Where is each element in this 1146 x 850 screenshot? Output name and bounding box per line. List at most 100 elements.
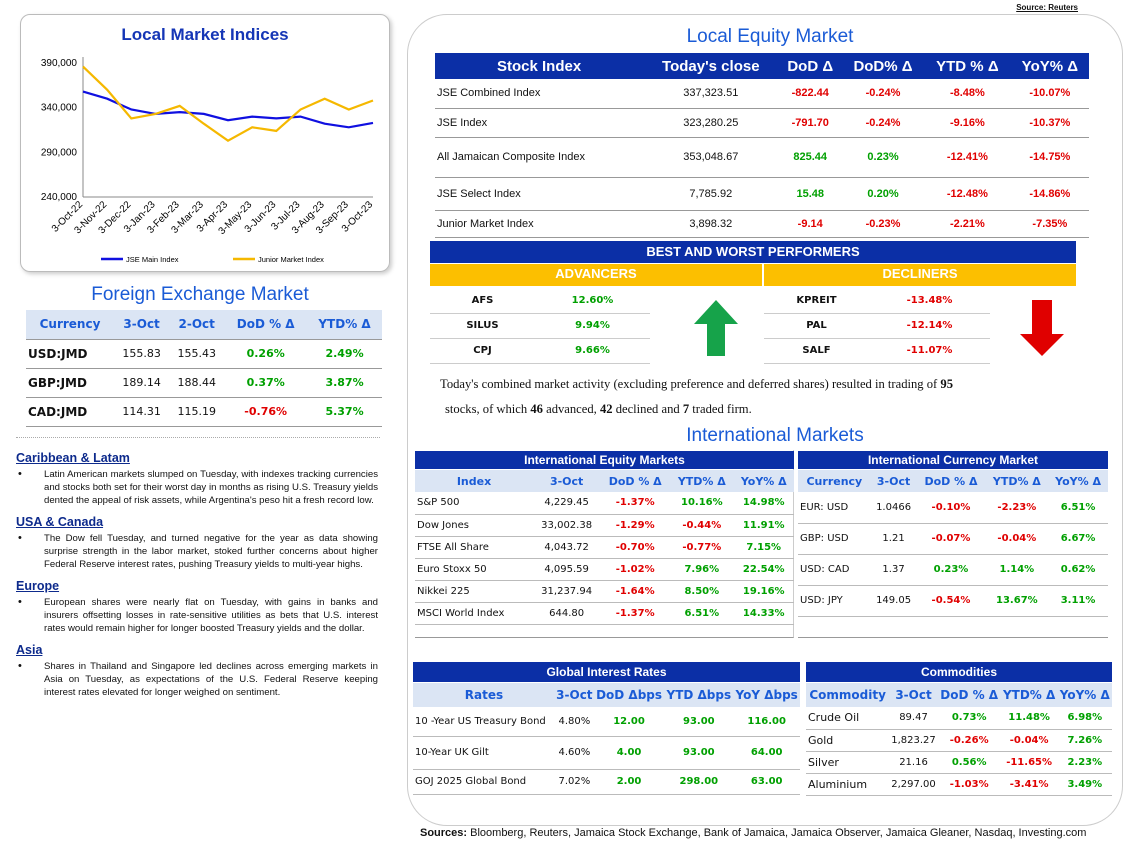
cell: USD: CAD [798,554,871,586]
cell: 19.16% [733,580,794,603]
cell: CAD:JMD [26,397,115,427]
cell: Junior Market Index [435,210,644,238]
intl-currency-panel [798,450,1108,638]
cell: 14.98% [733,492,794,515]
cell: 1.0466 [870,492,917,524]
cell: 2.49% [307,339,382,369]
cell: -0.77% [670,536,734,559]
up-arrow-icon [694,300,738,356]
series-line-1 [82,65,374,142]
column-header: YTD% Δ [985,470,1049,492]
cell: 2.23% [1057,751,1112,774]
cell: 3.11% [1048,585,1108,617]
cell: 644.80 [533,602,601,625]
cell: 7.15% [733,536,794,559]
column-header: DoD % Δ [916,470,986,492]
column-header: Currency [798,470,871,492]
column-header: 3-Oct [533,470,601,492]
list-item: SILUS 9.94% [430,313,650,339]
cell: PAL [764,313,869,339]
cell: -11.07% [869,338,990,364]
column-header: YTD Δbps [664,683,734,707]
cell: 114.31 [114,397,170,427]
cell: 21.16 [889,751,938,774]
cell: All Jamaican Composite Index [435,137,644,178]
cell: 5.37% [307,397,382,427]
equity-table: Stock Index Today's close DoD Δ DoD% Δ YTD %… [435,53,1089,238]
cell: 155.83 [114,339,170,369]
cell: -1.29% [600,514,671,537]
cell: Silver [806,751,890,774]
news-section: Caribbean & Latam Latin American markets … [16,452,378,708]
advancers-header: ADVANCERS [430,264,762,286]
cell: -822.44 [778,79,842,109]
column-header: YoY% Δ [733,470,794,492]
cell: 8.50% [670,580,734,603]
cell: 0.26% [224,339,308,369]
cell: Crude Oil [806,707,890,730]
cell: -13.48% [869,288,990,314]
cell: -1.64% [600,580,671,603]
sources-footer: Sources: Bloomberg, Reuters, Jamaica Sto… [420,827,1087,839]
rates-table: Rates 3-Oct DoD Δbps YTD Δbps YoY Δbps 10 -Ye… [413,683,800,795]
table-row: Gold 1,823.27 -0.26% -0.04% 7.26% [806,729,1112,752]
table-row: JSE Combined Index 337,323.51 -822.44 -0.24… [435,79,1089,109]
news-item: European shares were nearly flat on Tues… [16,596,378,635]
cell: JSE Index [435,108,644,138]
cell: 11.91% [733,514,794,537]
cell: -1.02% [600,558,671,581]
table-row: GBP: USD 1.21 -0.07% -0.04% 6.67% [798,523,1108,555]
cell: -1.37% [600,602,671,625]
cell: 4,095.59 [533,558,601,581]
equity-title: Local Equity Market [686,26,854,47]
legend-label: JSE Main Index [126,255,179,264]
cell: GOJ 2025 Global Bond [413,769,555,795]
column-header: YTD% Δ [1000,683,1058,707]
cell: -0.54% [916,585,986,617]
table-row: MSCI World Index 644.80 -1.37% 6.51% 14.33% [415,602,794,625]
cell: 116.00 [733,707,800,737]
table-row: Aluminium 2,297.00 -1.03% -3.41% 3.49% [806,773,1112,796]
table-row: USD: CAD 1.37 0.23% 1.14% 0.62% [798,554,1108,586]
list-item: CPJ 9.66% [430,338,650,364]
cell: 4.00 [593,736,665,770]
table-row: 10 -Year US Treasury Bond 4.80% 12.00 93.00… [413,707,800,737]
cell: CPJ [430,338,535,364]
column-header: Stock Index [435,53,644,79]
news-item: The Dow fell Tuesday, and turned negativ… [16,532,378,571]
cell: 825.44 [778,137,842,178]
cell: 6.51% [670,602,734,625]
cell: 1.21 [870,523,917,555]
cell: -0.44% [670,514,734,537]
column-header: DoD % Δ [600,470,671,492]
cell: 12.60% [535,288,650,314]
cell: 0.20% [841,177,925,211]
column-header: YoY% Δ [1010,53,1089,79]
column-header: YoY% Δ [1057,683,1112,707]
intl-currency-title: International Currency Market [798,451,1108,469]
y-tick-label: 340,000 [41,103,78,114]
column-header: DoD % Δ [224,310,308,340]
cell: 15.48 [778,177,842,211]
table-row: All Jamaican Composite Index 353,048.67 82… [435,137,1089,178]
intl-title: International Markets [686,425,864,446]
right-frame [407,14,1123,826]
indices-chart-panel: Local Market Indices 390,000 340,000 290,0… [20,14,390,272]
cell: 0.23% [841,137,925,178]
cell: 115.19 [169,397,225,427]
column-header: DoD Δ [778,53,842,79]
table-row: Nikkei 225 31,237.94 -1.64% 8.50% 19.16% [415,580,794,603]
cell: 298.00 [664,769,734,795]
table-row: JSE Select Index 7,785.92 15.48 0.20% -12.48… [435,177,1089,211]
cell: USD:JMD [26,339,115,369]
source-note: Source: Reuters [1016,3,1078,12]
table-row: Junior Market Index 3,898.32 -9.14 -0.23% -2… [435,210,1089,238]
cell: 89.47 [889,707,938,730]
table-row: S&P 500 4,229.45 -1.37% 10.16% 14.98% [415,492,794,515]
column-header: YoY% Δ [1048,470,1108,492]
cell: -0.24% [841,108,925,138]
cell: AFS [430,288,535,314]
performers-title: BEST AND WORST PERFORMERS [430,241,1076,263]
table-row: USD: JPY 149.05 -0.54% 13.67% 3.11% [798,585,1108,617]
table-row: Crude Oil 89.47 0.73% 11.48% 6.98% [806,707,1112,730]
